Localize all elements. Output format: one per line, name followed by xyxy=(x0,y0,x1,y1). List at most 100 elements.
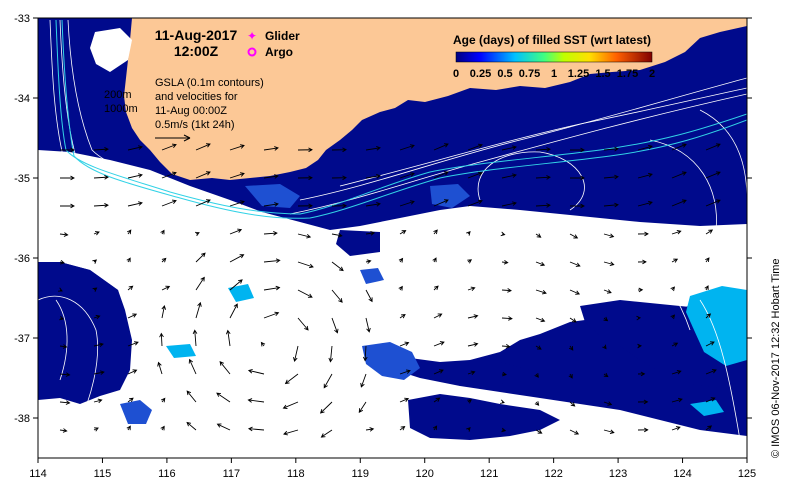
velocity-arrow xyxy=(283,429,299,436)
velocity-arrow xyxy=(569,233,579,239)
velocity-arrow xyxy=(433,397,441,403)
colorbar-tick-label: 1 xyxy=(551,68,557,80)
velocity-arrow xyxy=(358,401,367,413)
velocity-arrow xyxy=(297,233,312,239)
velocity-arrow xyxy=(637,371,646,377)
velocity-arrow xyxy=(433,199,449,207)
velocity-arrow xyxy=(365,146,381,151)
velocity-arrow xyxy=(501,259,509,265)
velocity-arrow xyxy=(216,423,231,431)
velocity-arrow xyxy=(467,399,472,404)
velocity-arrow xyxy=(534,401,540,406)
cyan-patch-west xyxy=(166,344,196,358)
velocity-arrow xyxy=(229,228,243,235)
velocity-arrow xyxy=(569,401,576,407)
velocity-arrow xyxy=(263,285,281,291)
velocity-arrow xyxy=(59,259,65,265)
velocity-arrow xyxy=(671,171,687,179)
velocity-arrow xyxy=(603,174,619,180)
velocity-arrow xyxy=(59,344,68,349)
mid-patch-5 xyxy=(360,268,384,284)
velocity-arrow xyxy=(331,175,347,181)
velocity-arrow xyxy=(160,425,165,431)
colorbar-tick-label: 0 xyxy=(453,68,459,80)
velocity-arrow xyxy=(127,397,134,403)
velocity-arrow xyxy=(535,203,551,208)
velocity-arrow xyxy=(637,231,649,237)
velocity-arrow xyxy=(534,373,539,378)
velocity-arrow xyxy=(93,370,105,375)
velocity-arrow xyxy=(195,301,202,319)
velocity-arrow xyxy=(637,287,644,293)
velocity-arrow xyxy=(160,397,166,403)
velocity-arrow xyxy=(360,373,367,388)
velocity-arrow xyxy=(229,254,245,263)
velocity-arrow xyxy=(92,259,97,264)
velocity-arrow xyxy=(59,428,68,433)
cyan-patch-mid xyxy=(228,284,254,302)
velocity-arrow xyxy=(59,232,69,237)
velocity-arrow xyxy=(58,287,63,292)
velocity-arrow xyxy=(535,147,551,152)
velocity-arrow xyxy=(501,344,511,349)
velocity-arrow xyxy=(161,171,177,179)
velocity-arrow xyxy=(127,201,143,207)
velocity-arrow xyxy=(501,173,517,179)
velocity-arrow xyxy=(433,171,449,179)
velocity-arrow xyxy=(263,230,278,236)
velocity-arrow xyxy=(568,373,573,379)
velocity-arrow xyxy=(569,175,585,181)
velocity-arrow xyxy=(399,341,410,347)
velocity-arrow xyxy=(603,316,609,322)
velocity-arrow xyxy=(365,202,381,207)
velocity-arrow xyxy=(297,203,313,209)
velocity-arrow xyxy=(297,147,313,153)
velocity-arrow xyxy=(229,303,238,319)
velocity-arrow xyxy=(161,199,177,207)
velocity-arrow xyxy=(399,200,415,207)
x-tick-label: 120 xyxy=(416,468,434,480)
velocity-arrow xyxy=(93,398,103,404)
y-tick-label: -35 xyxy=(14,173,30,185)
mid-patch-1 xyxy=(362,342,420,380)
velocity-arrow xyxy=(433,369,444,375)
velocity-arrow xyxy=(670,314,676,320)
velocity-arrow xyxy=(603,372,609,378)
bathy-label-1000: 1000m xyxy=(104,103,138,115)
velocity-arrow xyxy=(569,429,580,435)
y-tick-label: -34 xyxy=(14,93,30,105)
velocity-arrow xyxy=(93,342,104,347)
x-tick-label: 125 xyxy=(738,468,756,480)
velocity-arrow xyxy=(229,172,245,179)
velocity-arrow xyxy=(433,313,443,319)
velocity-arrow xyxy=(323,373,333,389)
x-tick-label: 121 xyxy=(480,468,498,480)
velocity-arrow xyxy=(320,429,333,438)
velocity-arrow xyxy=(263,258,281,264)
velocity-arrow xyxy=(603,401,613,406)
velocity-arrow xyxy=(293,345,299,362)
mid-patch-3 xyxy=(245,184,300,208)
velocity-arrow xyxy=(282,401,299,409)
velocity-arrow xyxy=(263,202,279,207)
velocity-arrow xyxy=(93,231,100,236)
velocity-arrow xyxy=(399,397,410,403)
cyan-patch-south xyxy=(690,400,724,416)
colorbar-tick-label: 0.5 xyxy=(497,68,512,80)
velocity-arrow xyxy=(59,175,75,181)
bathy-label-200: 200m xyxy=(104,89,132,101)
velocity-arrow xyxy=(247,426,265,432)
cloud-mask-main xyxy=(38,150,747,458)
velocity-arrow xyxy=(260,341,266,347)
velocity-arrow xyxy=(399,426,406,431)
x-tick-label: 124 xyxy=(673,468,691,480)
velocity-arrow xyxy=(637,427,649,433)
velocity-arrow xyxy=(705,397,716,403)
gsla-note-line: 0.5m/s (1kt 24h) xyxy=(155,119,234,131)
velocity-arrow xyxy=(603,261,615,266)
velocity-arrow xyxy=(195,171,211,179)
velocity-arrow xyxy=(365,317,371,333)
velocity-arrow xyxy=(398,257,404,263)
gsla-note-line: and velocities for xyxy=(155,91,238,103)
